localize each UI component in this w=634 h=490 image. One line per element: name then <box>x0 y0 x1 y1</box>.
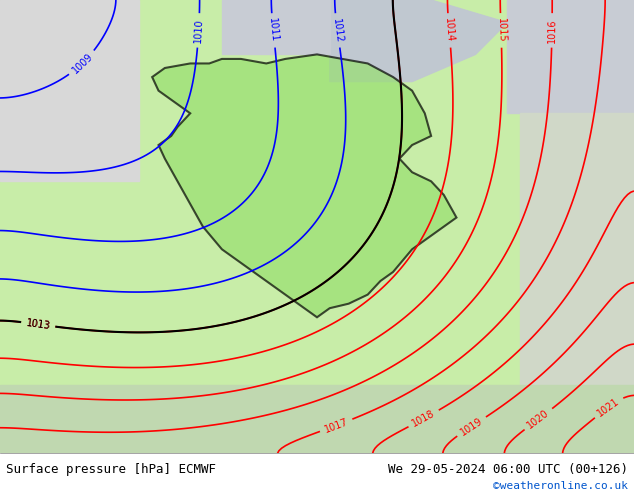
Polygon shape <box>152 54 456 318</box>
Polygon shape <box>520 113 634 453</box>
Text: 1021: 1021 <box>595 396 621 418</box>
Text: We 29-05-2024 06:00 UTC (00+126): We 29-05-2024 06:00 UTC (00+126) <box>387 463 628 476</box>
Text: 1011: 1011 <box>267 18 280 43</box>
Text: 1009: 1009 <box>70 51 94 75</box>
Text: 1017: 1017 <box>323 416 349 435</box>
Text: 1019: 1019 <box>458 416 484 437</box>
Text: 1020: 1020 <box>526 408 551 431</box>
Polygon shape <box>0 385 634 453</box>
Text: 1013: 1013 <box>25 318 51 331</box>
Text: 1014: 1014 <box>443 18 455 43</box>
Text: Surface pressure [hPa] ECMWF: Surface pressure [hPa] ECMWF <box>6 463 216 476</box>
Text: 1013: 1013 <box>25 318 51 331</box>
Text: 1016: 1016 <box>547 18 557 43</box>
Polygon shape <box>330 0 507 82</box>
Text: 1010: 1010 <box>193 18 204 43</box>
Polygon shape <box>0 0 139 181</box>
Text: ©weatheronline.co.uk: ©weatheronline.co.uk <box>493 481 628 490</box>
Text: 1012: 1012 <box>331 18 344 43</box>
Text: 1015: 1015 <box>496 18 507 43</box>
Polygon shape <box>507 0 634 113</box>
Polygon shape <box>222 0 330 54</box>
Text: 1018: 1018 <box>411 408 437 429</box>
